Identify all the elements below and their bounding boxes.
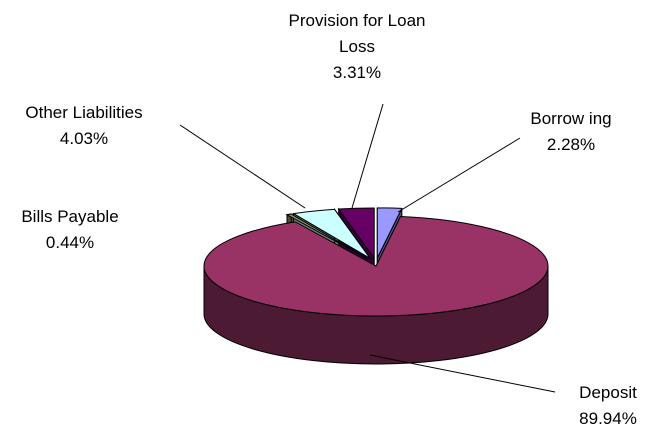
- leader-line-other-liabilities: [179, 124, 306, 209]
- label-borrow-ing: Borrow ing: [530, 109, 611, 128]
- slice-bills-payable: [285, 213, 369, 260]
- slice-other-liabilities: [292, 208, 371, 259]
- value-bills-payable: 0.44%: [46, 233, 94, 252]
- value-other-liabilities: 4.03%: [60, 129, 108, 148]
- value-deposit: 89.94%: [579, 409, 637, 428]
- slice-borrow-ing: [376, 207, 403, 259]
- label-bills-payable: Bills Payable: [21, 207, 118, 226]
- slice-deposit: [203, 215, 549, 317]
- label-provision-for-loan-loss-line0: Provision for Loan: [288, 11, 425, 30]
- data-labels: Borrow ing 2.28% Deposit 89.94% Bills Payabl…: [21, 11, 637, 428]
- value-borrow-ing: 2.28%: [547, 135, 595, 154]
- leader-lines: [179, 103, 556, 393]
- leader-line-provision-for-loan-loss: [351, 103, 384, 209]
- value-provision-for-loan-loss: 3.31%: [333, 63, 381, 82]
- slice-tops: [203, 207, 549, 317]
- leader-line-deposit: [369, 354, 556, 393]
- leader-line-borrow-ing: [397, 137, 521, 213]
- slice-provision-for-loan-loss: [337, 207, 375, 260]
- label-other-liabilities: Other Liabilities: [25, 103, 142, 122]
- label-deposit: Deposit: [579, 383, 637, 402]
- label-provision-for-loan-loss-line1: Loss: [339, 37, 375, 56]
